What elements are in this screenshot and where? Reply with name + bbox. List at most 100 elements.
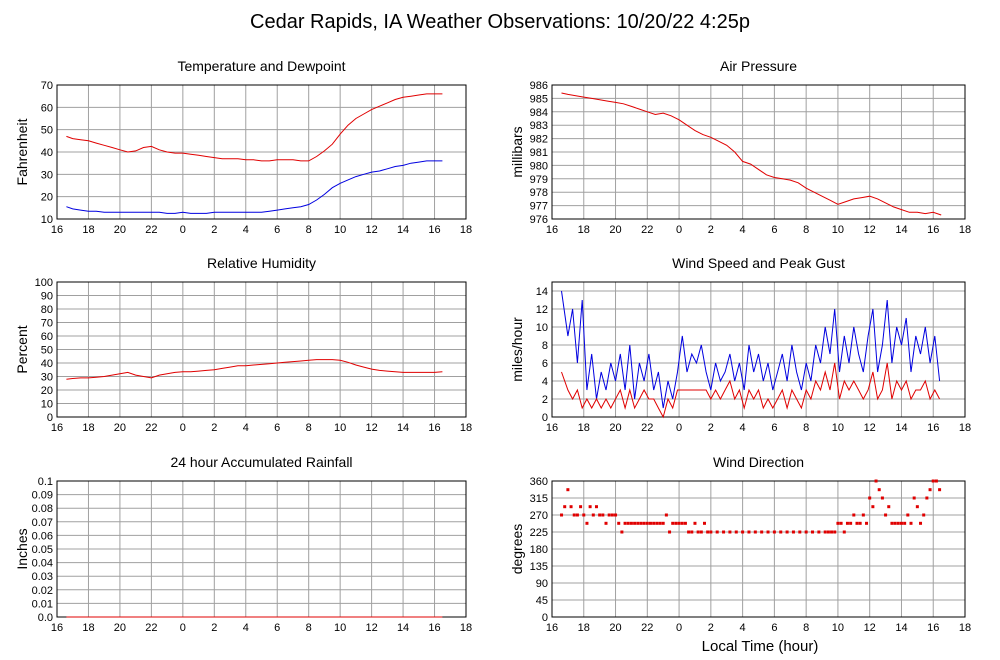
direction-point [839,521,843,525]
x-tick-label: 10 [832,622,844,634]
direction-point [884,513,888,517]
x-tick-label: 0 [180,224,186,236]
direction-point [671,521,675,525]
y-tick-label: 12 [536,304,548,316]
y-tick-label: 90 [536,578,548,590]
direction-point [690,530,694,534]
y-tick-label: 180 [530,544,548,556]
direction-point [922,513,926,517]
direction-point [868,496,872,500]
direction-point [572,513,576,517]
direction-point [623,521,627,525]
direction-point [861,513,865,517]
direction-point [934,479,938,483]
y-tick-label: 981 [530,147,548,159]
x-tick-label: 18 [959,422,971,434]
x-tick-label: 12 [365,224,377,236]
direction-point [629,521,633,525]
y-tick-label: 984 [530,107,548,119]
direction-point [639,521,643,525]
x-tick-label: 10 [334,224,346,236]
series-line-0 [66,93,443,162]
y-tick-label: 100 [35,277,53,289]
direction-point [906,513,910,517]
direction-point [811,530,815,534]
direction-point [855,521,859,525]
x-tick-label: 0 [676,422,682,434]
direction-point [664,513,668,517]
direction-point [779,530,783,534]
y-tick-label: 20 [41,385,53,397]
x-tick-label: 8 [803,622,809,634]
x-tick-label: 18 [82,422,94,434]
direction-point [693,521,697,525]
x-tick-label: 16 [546,422,558,434]
direction-point [833,530,837,534]
y-tick-label: 0.06 [32,530,53,542]
chart-title: Wind Speed and Peak Gust [672,255,845,271]
x-tick-label: 22 [641,622,653,634]
chart-title: Air Pressure [720,58,797,74]
x-tick-label: 12 [365,422,377,434]
direction-point [563,505,567,509]
x-tick-label: 10 [832,224,844,236]
series-line-1 [561,362,941,419]
y-tick-label: 135 [530,561,548,573]
y-tick-label: 980 [530,160,548,172]
y-tick-label: 40 [41,358,53,370]
direction-point [575,513,579,517]
page-title: Cedar Rapids, IA Weather Observations: 1… [250,11,750,33]
y-tick-label: 10 [536,322,548,334]
y-tick-label: 0.02 [32,585,53,597]
direction-point [741,530,745,534]
direction-point [668,530,672,534]
x-tick-label: 20 [114,622,126,634]
y-tick-label: 70 [41,318,53,330]
y-tick-label: 0 [47,412,53,424]
y-tick-label: 10 [41,214,53,226]
x-tick-label: 14 [397,422,409,434]
x-tick-label: 22 [145,422,157,434]
direction-point [696,530,700,534]
x-tick-label: 16 [927,422,939,434]
chart-humidity: Relative HumidityPercent0102030405060708… [14,255,472,434]
y-tick-label: 50 [41,345,53,357]
direction-point [579,505,583,509]
y-axis-label: Fahrenheit [14,118,30,185]
y-tick-label: 6 [542,358,548,370]
x-tick-label: 14 [397,224,409,236]
y-tick-label: 985 [530,93,548,105]
y-tick-label: 10 [41,399,53,411]
x-tick-label: 22 [145,224,157,236]
y-tick-label: 360 [530,476,548,488]
x-tick-label: 0 [676,622,682,634]
direction-point [877,488,881,492]
direction-point [633,521,637,525]
direction-point [687,530,691,534]
direction-point [677,521,681,525]
chart-temp: Temperature and DewpointFahrenheit102030… [14,58,472,236]
y-tick-label: 40 [41,147,53,159]
y-tick-label: 0.07 [32,517,53,529]
y-tick-label: 0.04 [32,558,53,570]
x-tick-label: 6 [771,622,777,634]
x-tick-label: 12 [864,622,876,634]
y-tick-label: 315 [530,493,548,505]
x-tick-label: 6 [771,422,777,434]
x-tick-label: 20 [609,224,621,236]
y-tick-label: 60 [41,102,53,114]
direction-point [874,479,878,483]
direction-point [798,530,802,534]
chart-rain: 24 hour Accumulated Rainfall Inches 0.0 0.0… [14,454,472,634]
direction-point [683,521,687,525]
x-tick-label: 2 [211,224,217,236]
series-line-0 [561,290,941,409]
y-tick-label: 4 [542,376,548,388]
series-line-0 [66,359,443,380]
direction-point [617,521,621,525]
direction-point [909,521,913,525]
direction-point [588,505,592,509]
direction-point [899,521,903,525]
x-tick-label: 10 [832,422,844,434]
direction-point [903,521,907,525]
